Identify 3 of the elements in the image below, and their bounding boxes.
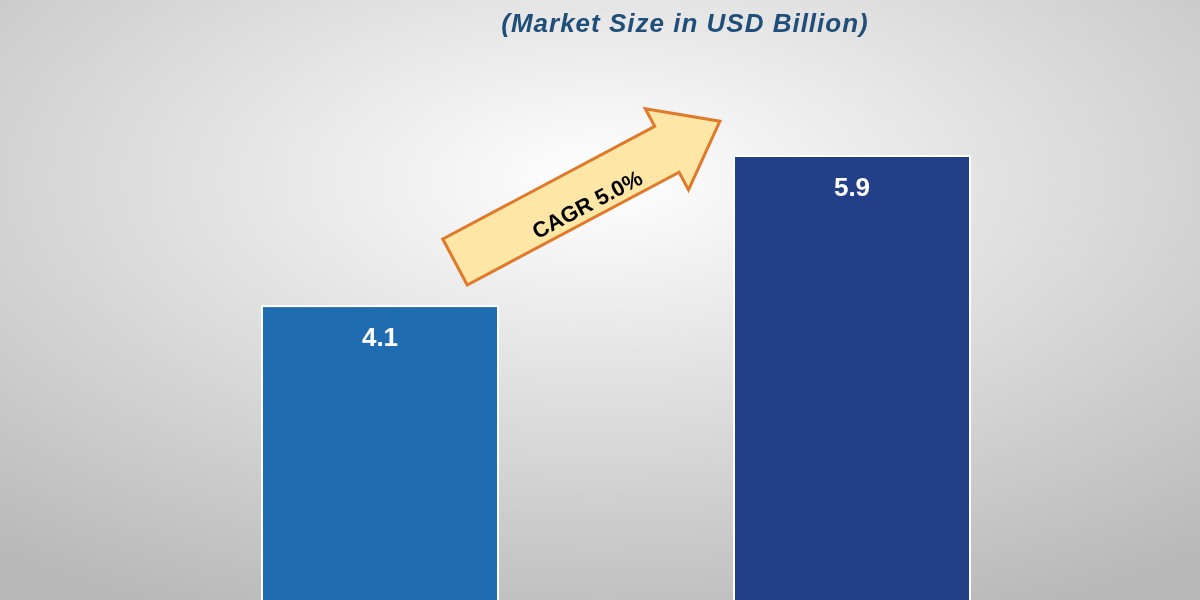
data-label: 4.1	[361, 322, 399, 353]
data-label: 5.9	[833, 172, 871, 202]
chart-subtitle: (Market Size in USD Billion)	[501, 8, 869, 38]
